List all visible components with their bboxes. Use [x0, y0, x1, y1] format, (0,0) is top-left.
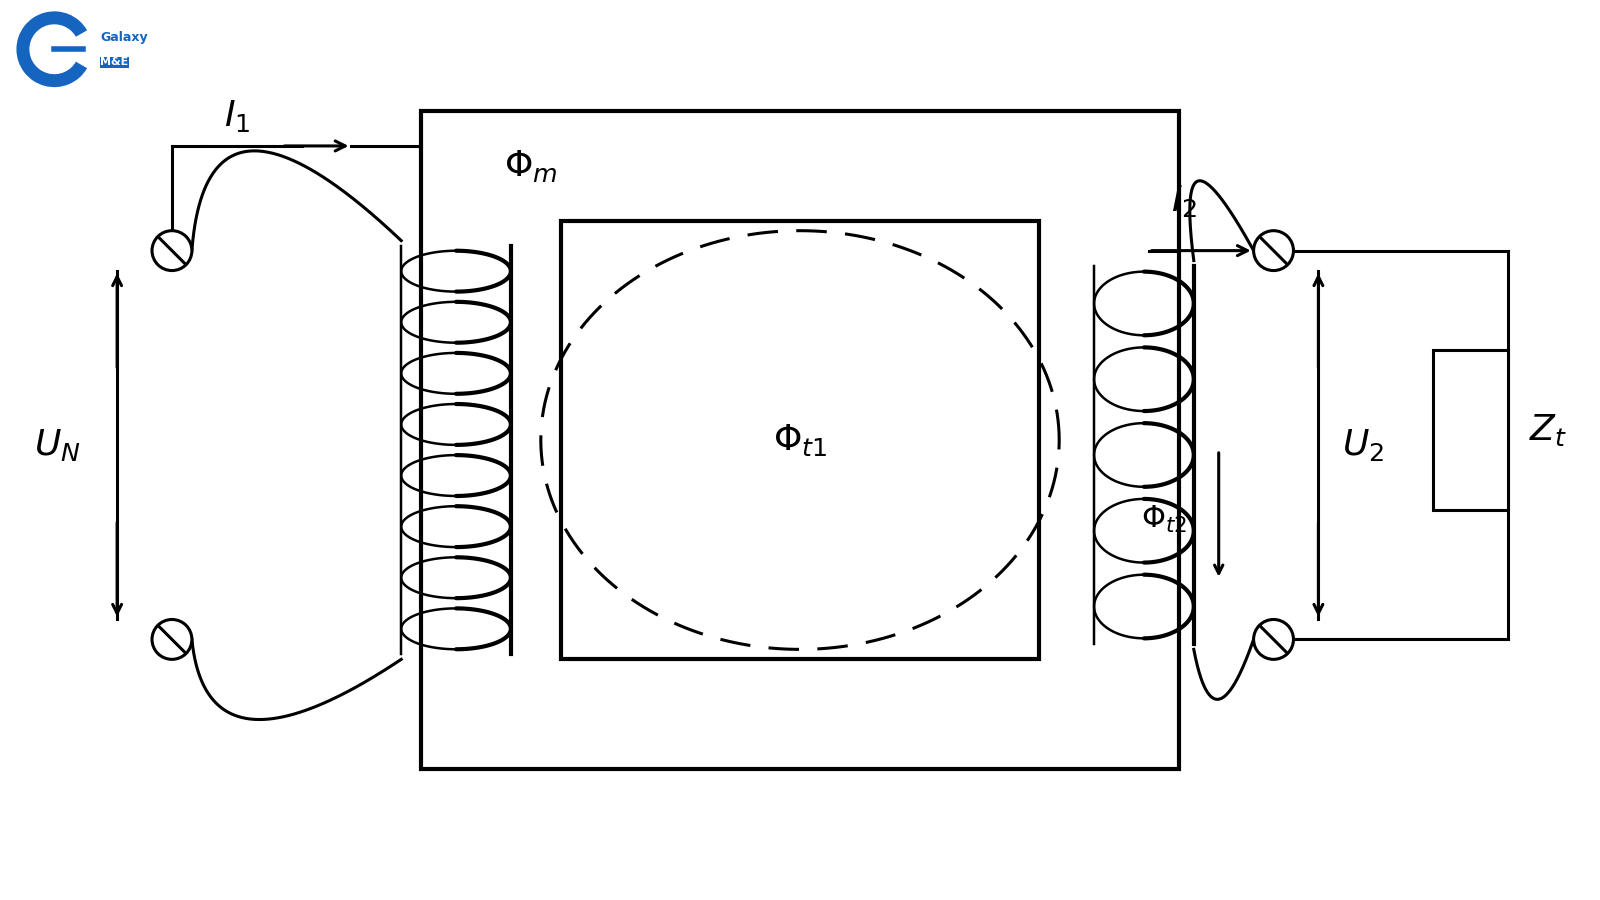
Text: $I_1$: $I_1$	[224, 98, 250, 134]
Text: M&E: M&E	[101, 58, 128, 68]
Text: $U_2$: $U_2$	[1342, 427, 1384, 463]
Text: $Z_t$: $Z_t$	[1528, 412, 1566, 448]
Text: $U_N$: $U_N$	[34, 427, 80, 463]
Wedge shape	[16, 12, 86, 87]
Circle shape	[1253, 230, 1293, 271]
Text: $I_2$: $I_2$	[1171, 183, 1197, 219]
Text: $\Phi_m$: $\Phi_m$	[504, 148, 558, 184]
Circle shape	[152, 230, 192, 271]
Circle shape	[1253, 619, 1293, 660]
Text: $\Phi_{t2}$: $\Phi_{t2}$	[1141, 504, 1187, 536]
Bar	[560, 220, 1040, 660]
Bar	[421, 111, 1179, 769]
Text: $\Phi_{t1}$: $\Phi_{t1}$	[773, 422, 827, 458]
Circle shape	[152, 619, 192, 660]
Text: Galaxy: Galaxy	[101, 31, 147, 44]
Bar	[1434, 350, 1507, 509]
